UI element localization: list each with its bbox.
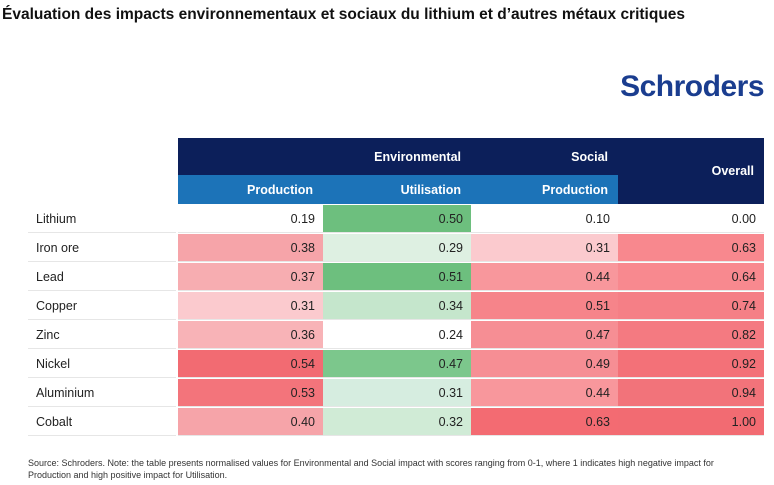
table-cell: 0.37 [178,263,323,291]
table-cell: 1.00 [618,408,764,436]
row-label: Nickel [28,350,176,378]
source-note: Source: Schroders. Note: the table prese… [28,458,714,480]
row-label: Aluminium [28,379,176,407]
header-group-social: Social [471,138,618,175]
table-cell: 0.31 [471,234,618,262]
table-cell: 0.24 [323,321,471,349]
table-cell: 0.36 [178,321,323,349]
table-cell: 0.94 [618,379,764,407]
table-cell: 0.53 [178,379,323,407]
table-cell: 0.31 [323,379,471,407]
row-label: Lithium [28,205,176,233]
chart-title: Évaluation des impacts environnementaux … [2,6,686,23]
table-cell: 0.64 [618,263,764,291]
table-cell: 0.63 [471,408,618,436]
table-cell: 0.40 [178,408,323,436]
schroders-logo: Schroders [620,70,764,103]
row-label: Zinc [28,321,176,349]
table-cell: 0.44 [471,379,618,407]
table-cell: 0.29 [323,234,471,262]
column-header-1: Utilisation [323,175,471,204]
table-cell: 0.44 [471,263,618,291]
table-cell: 0.00 [618,205,764,233]
table-cell: 0.82 [618,321,764,349]
table-cell: 0.32 [323,408,471,436]
table-cell: 0.10 [471,205,618,233]
row-label: Cobalt [28,408,176,436]
table-cell: 0.54 [178,350,323,378]
table-cell: 0.92 [618,350,764,378]
table-cell: 0.50 [323,205,471,233]
table-cell: 0.74 [618,292,764,320]
table-cell: 0.34 [323,292,471,320]
table-cell: 0.51 [471,292,618,320]
row-label: Lead [28,263,176,291]
row-label: Iron ore [28,234,176,262]
header-overall: Overall [618,138,764,204]
table-cell: 0.31 [178,292,323,320]
table-cell: 0.51 [323,263,471,291]
header-group-environmental: Environmental [323,138,471,175]
row-label: Copper [28,292,176,320]
table-cell: 0.63 [618,234,764,262]
table-cell: 0.49 [471,350,618,378]
table-cell: 0.19 [178,205,323,233]
table-cell: 0.38 [178,234,323,262]
column-header-2: Production [471,175,618,204]
table-cell: 0.47 [471,321,618,349]
column-header-0: Production [178,175,323,204]
table-cell: 0.47 [323,350,471,378]
